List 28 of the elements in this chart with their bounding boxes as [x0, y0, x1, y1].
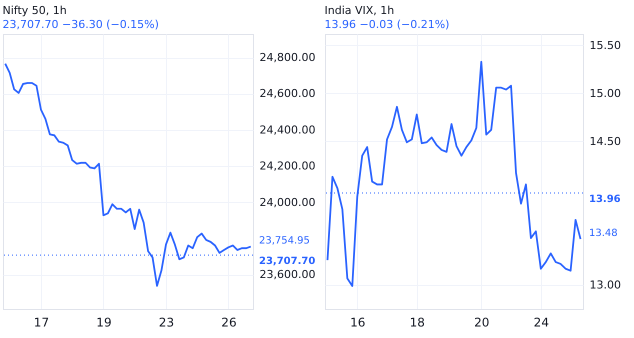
y-tick-label: 24,200.00: [260, 160, 316, 173]
line-series: [326, 60, 582, 287]
chart-subtitle: 23,707.70 −36.30 (−0.15%): [2, 18, 159, 31]
x-tick-label: 17: [34, 316, 50, 330]
x-tick-label: 24: [534, 316, 549, 330]
y-tick-label: 14.50: [590, 134, 621, 148]
text: 13.48: [589, 228, 618, 240]
y-tick-label: 24,400.00: [260, 123, 316, 136]
line-series: [4, 62, 252, 287]
text: 23,754.95: [259, 236, 310, 247]
x-tick-label: 19: [96, 316, 112, 330]
chart-title: India VIX, 1h: [324, 4, 394, 17]
chart-title: Nifty 50, 1h: [2, 4, 67, 17]
y-tick-label: 23,600.00: [260, 268, 316, 282]
y-tick-label: 15.00: [590, 86, 621, 100]
x-tick-label: 26: [221, 316, 237, 330]
y-tick-label: 24,000.00: [260, 196, 316, 209]
x-tick-label: 20: [474, 316, 490, 330]
ref-line-label: 23,707.70: [259, 256, 316, 268]
x-tick-label: 16: [350, 316, 366, 330]
ref-line-label: 13.96: [589, 194, 621, 206]
x-tick-label: 18: [410, 316, 425, 330]
y-tick-label: 24,600.00: [260, 87, 316, 100]
y-tick-label: 13.00: [590, 278, 621, 292]
y-tick-label: 15.50: [590, 39, 621, 52]
x-tick-label: 23: [158, 316, 174, 330]
y-tick-label: 24,800.00: [260, 51, 316, 64]
chart-subtitle: 13.96 −0.03 (−0.21%): [324, 18, 450, 31]
